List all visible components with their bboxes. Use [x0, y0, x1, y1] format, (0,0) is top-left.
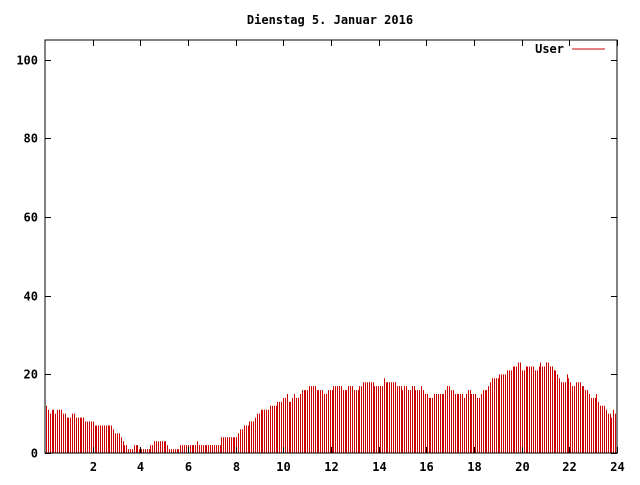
legend: User: [535, 42, 605, 56]
x-tick-label: 12: [324, 460, 338, 474]
x-tick-label: 14: [372, 460, 386, 474]
x-tick-label: 4: [137, 460, 144, 474]
x-tick-label: 20: [515, 460, 529, 474]
x-tick-label: 22: [562, 460, 576, 474]
y-tick-label: 80: [24, 132, 38, 146]
y-tick-label: 40: [24, 290, 38, 304]
y-tick-label: 60: [24, 211, 38, 225]
bars-layer: [46, 362, 616, 453]
x-tick-label: 24: [610, 460, 624, 474]
x-tick-label: 10: [276, 460, 290, 474]
y-tick-label: 0: [31, 447, 38, 461]
x-tick-label: 8: [233, 460, 240, 474]
y-tick-label: 20: [24, 368, 38, 382]
x-tick-label: 16: [419, 460, 433, 474]
x-tick-label: 6: [185, 460, 192, 474]
x-tick-label: 2: [90, 460, 97, 474]
legend-label-user: User: [535, 42, 564, 56]
y-tick-label: 100: [16, 54, 38, 68]
x-tick-label: 18: [467, 460, 481, 474]
chart-title: Dienstag 5. Januar 2016: [247, 13, 413, 27]
